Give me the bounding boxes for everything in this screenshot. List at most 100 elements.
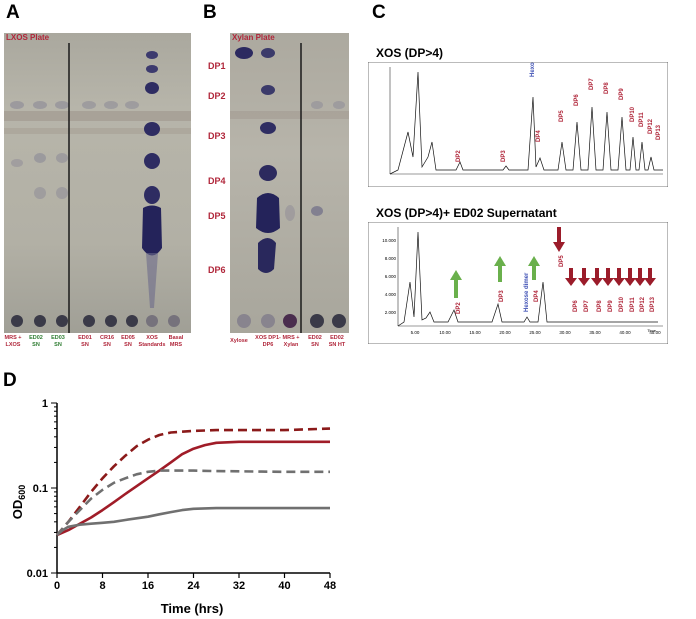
lxos-plate-title: LXOS Plate [6,33,50,42]
y-tick-label: 0.01 [27,568,48,580]
up-arrow-icon [494,256,506,282]
peak-label-top: DP8 [604,82,610,94]
chromatogram-bottom: DP2 DP3 Hexose dimer DP4 DP5 DP6 DP7 DP8 DP9 DP10… [368,222,668,344]
peak-label-bottom: DP8 [597,300,603,312]
peak-label-top: DP9 [619,88,625,100]
x-tick-labels: 0 8 16 24 32 40 48 [54,573,336,592]
series-line-1 [56,427,331,536]
bottom-y-ticks: 2.000 4.000 6.000 8.000 10.000 [382,238,396,315]
x-tick: 30.00 [559,330,571,335]
series-line-4 [56,506,330,536]
growth-curve-chart: 0 8 16 24 32 40 48 0.01 0.1 1 Time (hrs) OD600 [10,398,336,616]
peak-label-top: DP4 [536,130,542,142]
y-tick-labels: 0.01 0.1 1 [27,398,48,580]
down-arrow-icon [613,268,625,286]
y-tick: 10.000 [382,238,396,243]
peak-label-bottom: DP10 [619,296,625,312]
y-tick-label: 0.1 [33,483,48,495]
peak-label-top: DP2 [456,150,462,162]
peak-label-bottom: DP12 [640,296,646,312]
lane-label-a-4: ED01 SN [78,335,92,348]
peak-label-top: DP10 [630,106,636,122]
y-axis-label: OD600 [10,485,27,520]
down-arrow-icon [565,268,577,286]
peak-label-bottom: DP2 [456,302,462,314]
lane-label-a-3: ED03 SN [51,335,65,348]
xylan-plate-image: Xylan Plate [230,33,349,333]
x-tick: 35.00 [589,330,601,335]
bottom-x-ticks: 5.00 10.00 15.00 20.00 25.00 30.00 35.00 40.00 4… [411,330,662,335]
panel-label-d: D [3,370,17,391]
lane-label-a-1: MRS + LXOS [4,335,22,348]
peak-label-top: Hexose dimer [530,62,536,77]
lane-label-b-3: MRS + Xylan [282,335,300,348]
series-line-3 [56,469,330,536]
peak-label-bottom: Hexose dimer [524,272,530,312]
chromatogram-top-title: XOS (DP>4) [376,46,444,60]
dp-label-2: DP2 [208,91,226,101]
dp-label-1: DP1 [208,61,226,71]
decrease-arrows [553,227,656,286]
panel-label-a: A [6,2,20,23]
lane-label-a-6: ED05 SN [121,335,135,348]
x-tick-label: 48 [324,580,336,592]
chart-series [56,427,331,537]
peak-label-bottom: DP4 [534,290,540,302]
chromatogram-top: DP2 DP3 Hexose dimer DP4 DP5 DP6 DP7 DP8 DP9 DP10… [368,62,668,187]
y-tick: 8.000 [385,256,397,261]
lane-label-b-2: XOS DP1-DP6 [255,335,281,348]
x-tick: 20.00 [499,330,511,335]
peak-label-bottom: DP6 [573,300,579,312]
chromatogram-bottom-title: XOS (DP>4)+ ED02 Supernatant [376,206,557,220]
peak-label-top: DP12 [648,118,654,134]
bottom-x-axis-label: Time [647,328,657,333]
up-arrow-icon [450,270,462,298]
top-peak-labels: DP2 DP3 Hexose dimer DP4 DP5 DP6 DP7 DP8 DP9 DP10… [456,62,662,162]
dp-label-6: DP6 [208,265,226,275]
peak-label-top: DP5 [559,110,565,122]
y-axis-label-sub: 600 [17,485,27,500]
panel-label-b: B [203,2,217,23]
series-line-2 [56,440,330,537]
y-tick: 4.000 [385,292,397,297]
x-tick: 15.00 [469,330,481,335]
lxos-plate-spots [4,43,191,333]
x-tick: 40.00 [619,330,631,335]
y-tick: 2.000 [385,310,397,315]
panel-label-c: C [372,2,386,23]
x-tick: 25.00 [529,330,541,335]
peak-label-top: DP6 [574,94,580,106]
down-arrow-icon [602,268,614,286]
peak-label-bottom: DP9 [608,300,614,312]
xylan-plate-title: Xylan Plate [232,33,275,42]
down-arrow-icon [578,268,590,286]
peak-label-top: DP13 [656,124,662,140]
peak-label-bottom: DP3 [499,290,505,302]
peak-label-bottom: DP5 [559,255,565,267]
y-tick-label: 1 [42,398,48,410]
lxos-plate-image: LXOS Plate [4,33,191,333]
x-tick: 5.00 [411,330,420,335]
dp-label-4: DP4 [208,176,226,186]
x-tick-label: 0 [54,580,60,592]
x-tick: 45.00 [649,330,661,335]
peak-label-bottom: DP11 [630,297,636,312]
peak-label-bottom: DP13 [650,296,656,312]
x-tick-label: 24 [187,580,200,592]
up-arrow-icon [528,256,540,280]
xylan-plate-spots [230,43,349,333]
y-tick: 6.000 [385,274,397,279]
lane-label-a-7: XOS Standards [138,335,166,348]
lane-label-a-8: Basal MRS [168,335,184,348]
lane-label-a-2: ED02 SN [29,335,43,348]
increase-arrows [450,256,540,298]
lane-label-b-1: Xylose [230,338,248,344]
dp-label-5: DP5 [208,211,226,221]
down-arrow-icon [644,268,656,286]
lane-label-a-5: CR16 SN [99,335,115,348]
peak-label-top: DP11 [639,112,645,127]
down-arrow-icon [591,268,603,286]
x-tick-label: 32 [233,580,245,592]
peak-label-top: DP7 [589,78,595,90]
x-tick-label: 40 [278,580,290,592]
